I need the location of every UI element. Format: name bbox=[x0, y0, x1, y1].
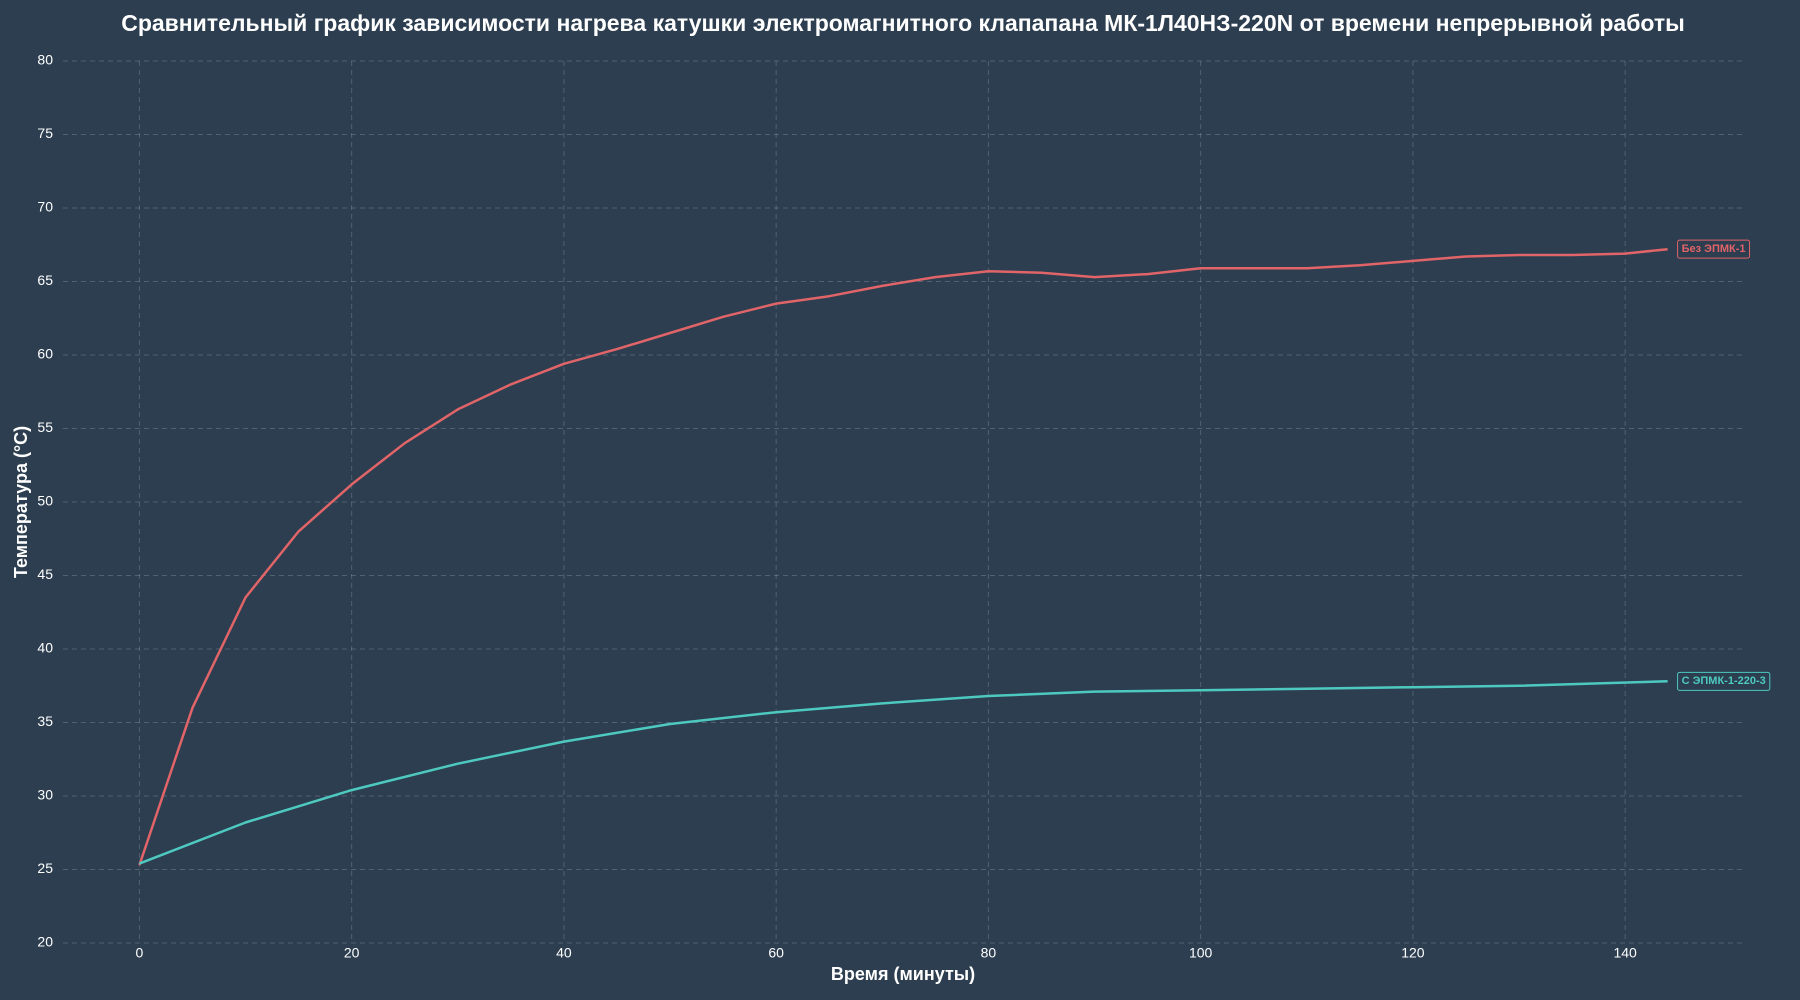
y-axis-label: Температура (°C) bbox=[11, 426, 31, 578]
y-tick-label: 55 bbox=[37, 419, 53, 435]
x-tick-label: 100 bbox=[1189, 945, 1213, 961]
series-label-box bbox=[1677, 239, 1751, 259]
series-line bbox=[138, 680, 1668, 865]
series-label: Без ЭПМК-1 bbox=[1682, 243, 1746, 255]
y-tick-label: 30 bbox=[37, 787, 53, 803]
y-tick-label: 65 bbox=[37, 272, 53, 288]
y-tick-label: 35 bbox=[37, 713, 53, 729]
y-tick-label: 80 bbox=[37, 52, 53, 68]
x-tick-label: 20 bbox=[344, 945, 360, 961]
y-tick-label: 50 bbox=[37, 493, 53, 509]
y-tick-label: 25 bbox=[37, 860, 53, 876]
chart-title: Сравнительный график зависимости нагрева… bbox=[121, 10, 1685, 36]
y-tick-label: 45 bbox=[37, 566, 53, 582]
x-axis-label: Время (минуты) bbox=[831, 964, 975, 984]
x-tick-label: 0 bbox=[136, 945, 144, 961]
x-tick-label: 60 bbox=[768, 945, 784, 961]
series-line bbox=[138, 247, 1668, 866]
y-tick-label: 75 bbox=[37, 125, 53, 141]
y-tick-label: 60 bbox=[37, 346, 53, 362]
y-tick-label: 20 bbox=[37, 934, 53, 950]
y-tick-label: 70 bbox=[37, 199, 53, 215]
x-tick-label: 140 bbox=[1613, 945, 1637, 961]
series-label: С ЭПМК-1-220-3 bbox=[1682, 675, 1766, 687]
x-tick-label: 40 bbox=[556, 945, 572, 961]
x-tick-label: 120 bbox=[1401, 945, 1425, 961]
x-tick-label: 80 bbox=[981, 945, 997, 961]
series-label-box bbox=[1677, 671, 1771, 691]
y-tick-label: 40 bbox=[37, 640, 53, 656]
